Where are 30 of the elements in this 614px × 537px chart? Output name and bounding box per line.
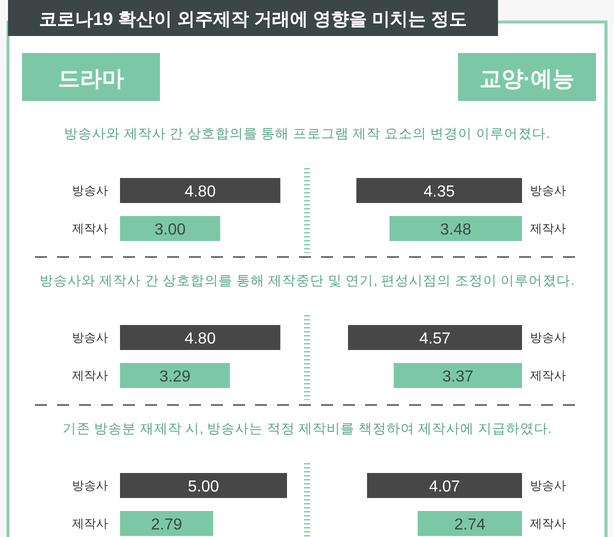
data-label: 4.80 (184, 330, 216, 348)
y-tick-label: 방송사 (72, 184, 108, 198)
data-label: 3.00 (154, 222, 186, 238)
y-tick-label: 방송사 (530, 478, 566, 492)
y-tick-label: 제작사 (530, 516, 566, 530)
y-tick-label: 제작사 (72, 516, 108, 530)
text: 기존 방송분 재제작 시, 방송사는 적정 제작비를 책정하여 제작사에 지급하였다. (62, 421, 552, 436)
data-label: 3.48 (440, 222, 472, 238)
y-tick-label: 제작사 (72, 368, 108, 382)
y-tick-label: 제작사 (530, 222, 566, 236)
chart-title: 코로나19 확산이 외주제작 거래에 영향을 미치는 정도 (38, 9, 468, 29)
data-label: 4.80 (184, 184, 216, 200)
data-label: 3.29 (159, 368, 191, 386)
chart-subtitle: 드라마 (58, 66, 124, 91)
data-label: 4.57 (419, 330, 451, 348)
y-tick-label: 방송사 (72, 478, 108, 492)
data-label: 4.07 (428, 478, 460, 496)
data-label: 4.35 (424, 184, 455, 200)
y-tick-label: 방송사 (72, 330, 108, 344)
y-tick-label: 방송사 (530, 330, 566, 344)
data-label: 5.00 (188, 478, 220, 496)
text: 방송사와 제작사 간 상호합의를 통해 제작중단 및 연기, 편성시점의 조정이 이루어졌다. (39, 273, 575, 288)
data-label: 2.74 (454, 516, 486, 534)
y-tick-label: 제작사 (72, 222, 108, 236)
chart-subtitle: 교양·예능 (479, 66, 575, 91)
text: 방송사와 제작사 간 상호합의를 통해 프로그램 제작 요소의 변경이 이루어졌다. (64, 126, 550, 141)
y-tick-label: 방송사 (530, 184, 566, 198)
data-label: 2.79 (151, 516, 182, 534)
y-tick-label: 제작사 (530, 368, 566, 382)
data-label: 3.37 (442, 368, 474, 386)
